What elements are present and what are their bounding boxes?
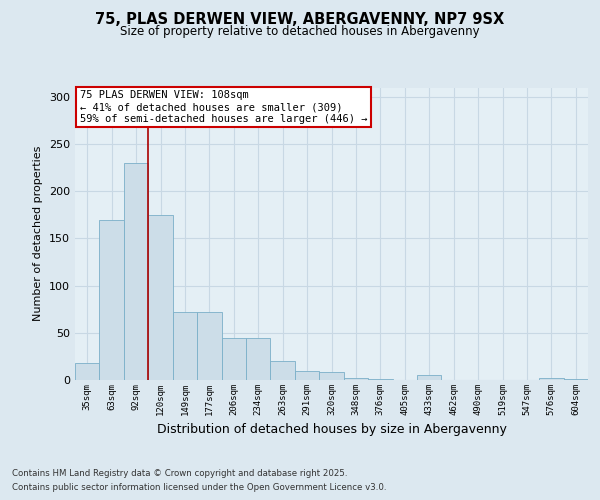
Bar bbox=[124, 163, 148, 380]
Bar bbox=[271, 361, 295, 380]
Bar bbox=[75, 363, 100, 380]
Bar bbox=[246, 338, 271, 380]
Bar bbox=[173, 312, 197, 380]
Text: Size of property relative to detached houses in Abergavenny: Size of property relative to detached ho… bbox=[120, 25, 480, 38]
Text: Contains public sector information licensed under the Open Government Licence v3: Contains public sector information licen… bbox=[12, 484, 386, 492]
Bar bbox=[295, 370, 319, 380]
Text: Contains HM Land Registry data © Crown copyright and database right 2025.: Contains HM Land Registry data © Crown c… bbox=[12, 468, 347, 477]
Text: 75, PLAS DERWEN VIEW, ABERGAVENNY, NP7 9SX: 75, PLAS DERWEN VIEW, ABERGAVENNY, NP7 9… bbox=[95, 12, 505, 28]
Bar bbox=[221, 338, 246, 380]
Bar bbox=[344, 378, 368, 380]
Bar bbox=[539, 378, 563, 380]
Bar bbox=[368, 379, 392, 380]
Bar bbox=[417, 376, 442, 380]
Bar bbox=[319, 372, 344, 380]
Bar bbox=[148, 215, 173, 380]
Text: 75 PLAS DERWEN VIEW: 108sqm
← 41% of detached houses are smaller (309)
59% of se: 75 PLAS DERWEN VIEW: 108sqm ← 41% of det… bbox=[80, 90, 368, 124]
Bar bbox=[100, 220, 124, 380]
Y-axis label: Number of detached properties: Number of detached properties bbox=[34, 146, 43, 322]
Bar bbox=[563, 379, 588, 380]
X-axis label: Distribution of detached houses by size in Abergavenny: Distribution of detached houses by size … bbox=[157, 424, 506, 436]
Bar bbox=[197, 312, 221, 380]
